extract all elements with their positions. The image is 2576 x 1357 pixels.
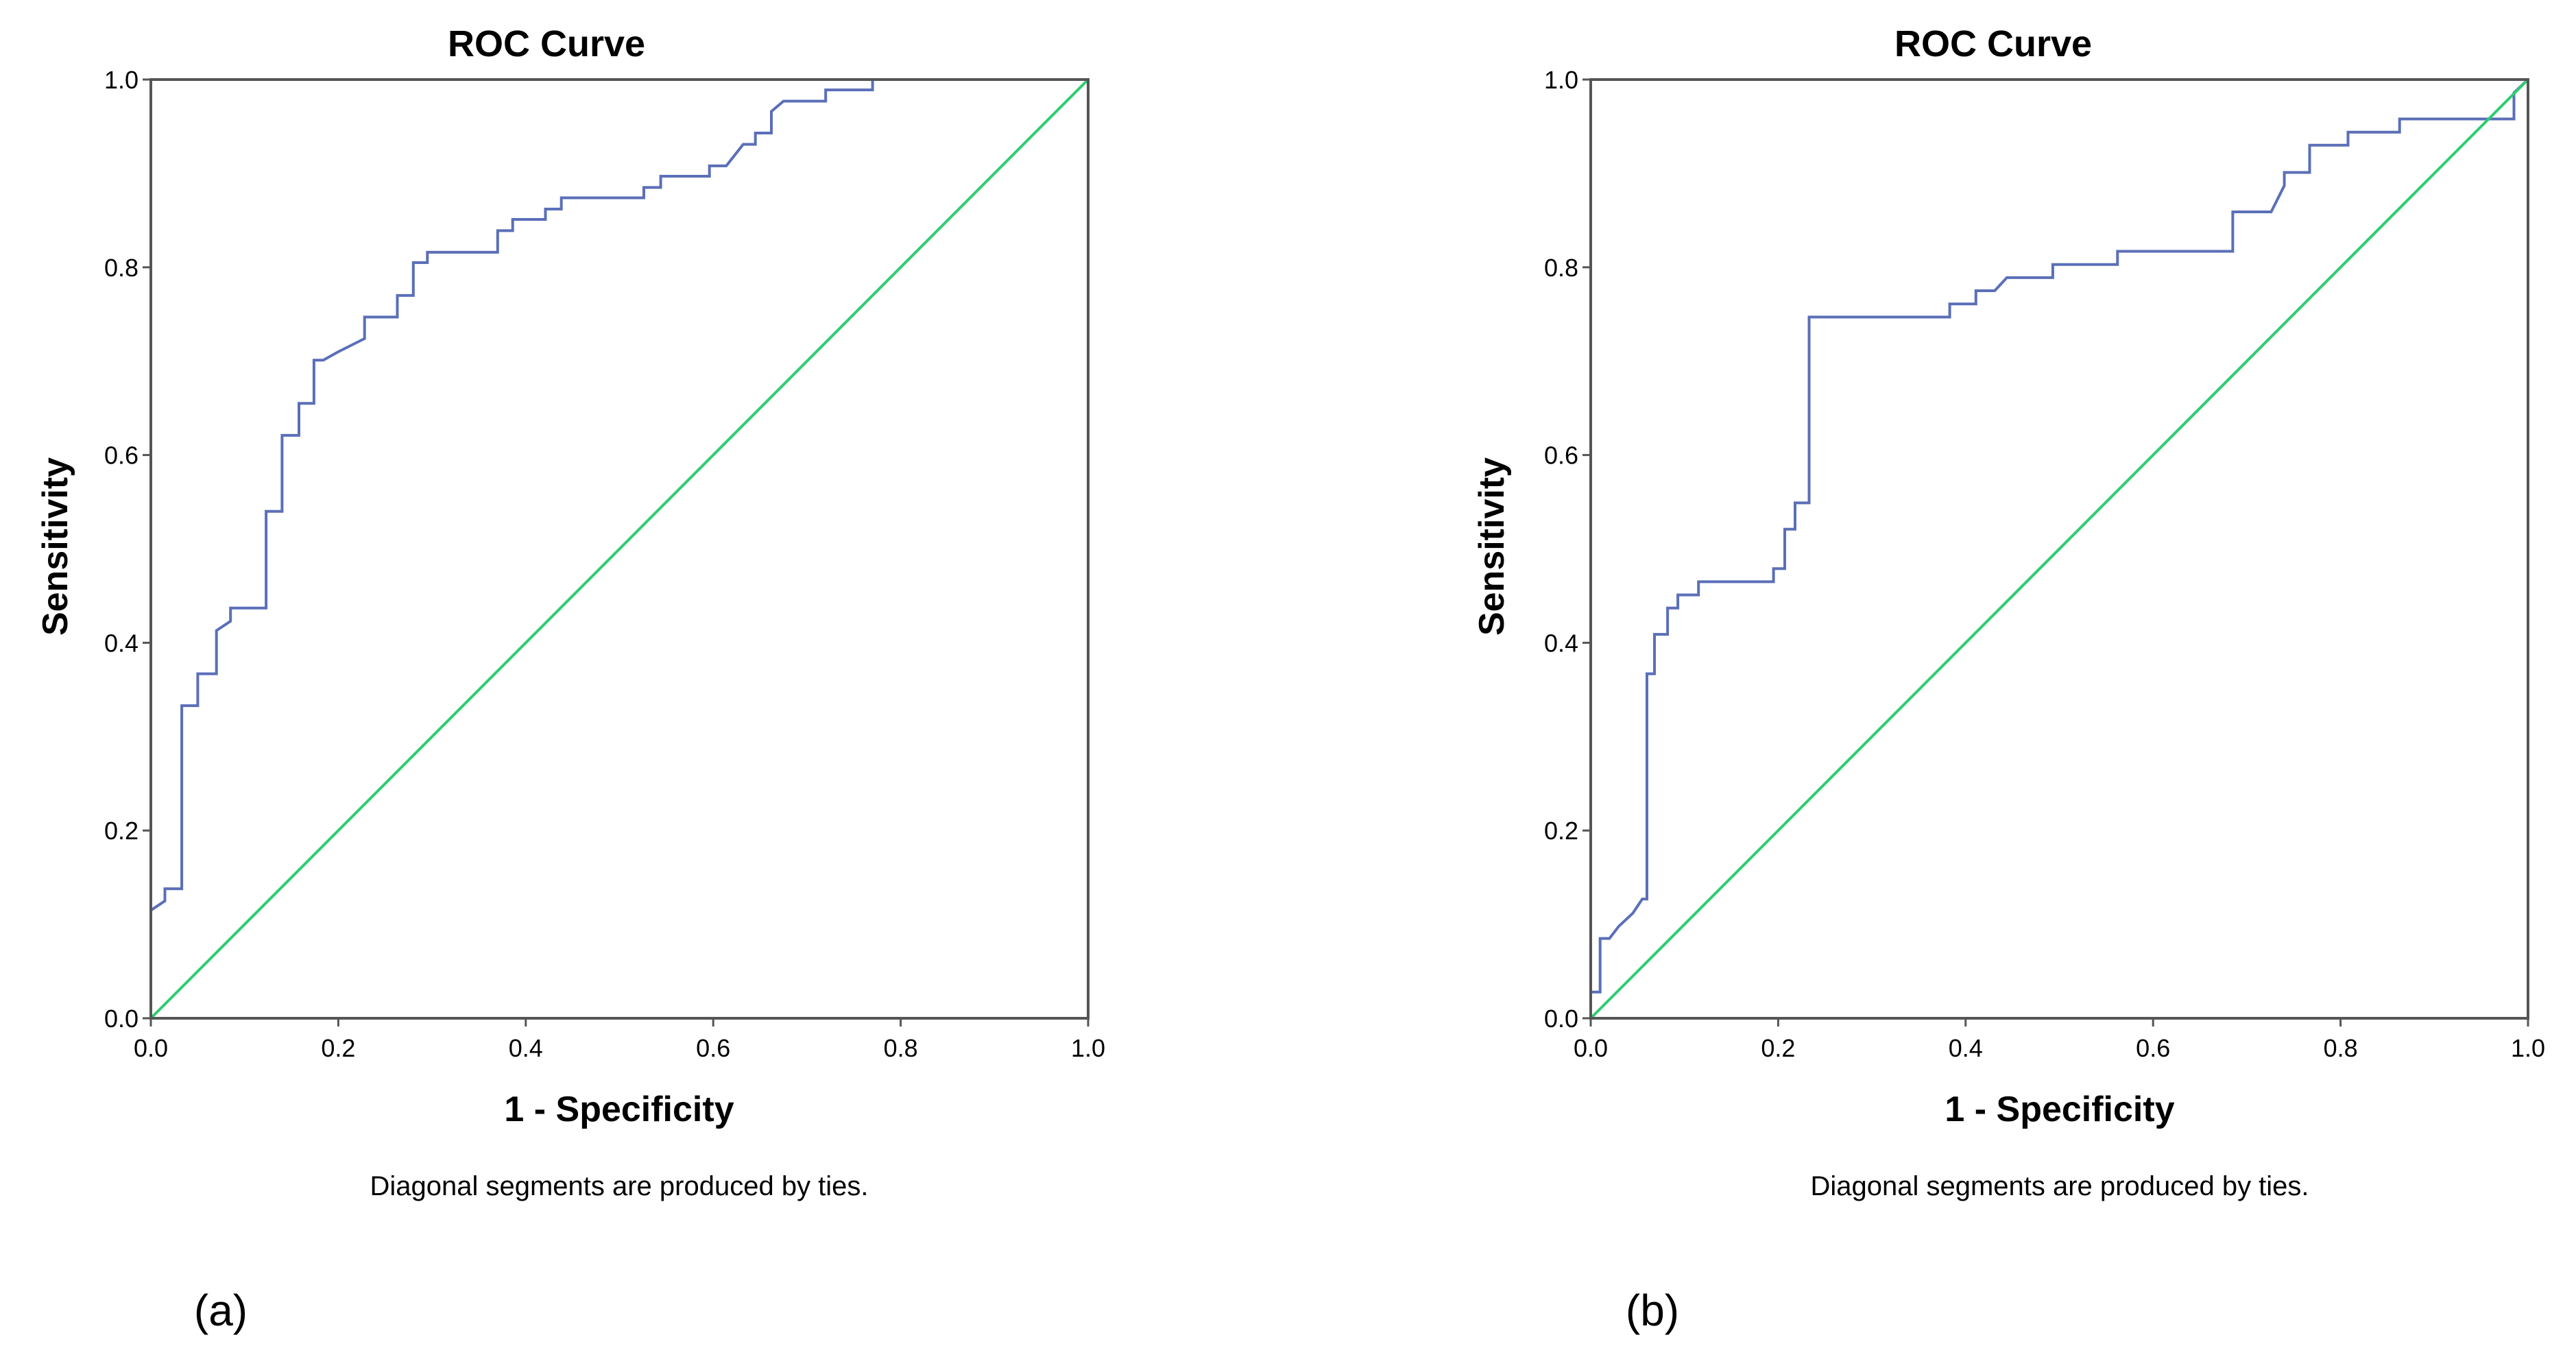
x-tick-label: 0.4 bbox=[509, 1034, 543, 1062]
chart-title: ROC Curve bbox=[1894, 23, 2092, 64]
x-tick-label: 1.0 bbox=[2511, 1034, 2545, 1062]
x-tick-label: 0.0 bbox=[134, 1034, 168, 1062]
reference-diagonal-line bbox=[149, 78, 1090, 1020]
footnote: Diagonal segments are produced by ties. bbox=[1810, 1171, 2309, 1201]
roc-panel-a: ROC Curve Sensitivity 1 - Specificity Di… bbox=[36, 23, 1105, 1335]
y-axis-label: Sensitivity bbox=[1472, 457, 1512, 636]
x-tick-label: 0.0 bbox=[1574, 1034, 1608, 1062]
y-tick-label: 0.0 bbox=[104, 1005, 139, 1033]
y-tick-label: 0.2 bbox=[104, 817, 139, 845]
roc-curve-line bbox=[149, 78, 1088, 1018]
y-tick-label: 0.6 bbox=[1544, 442, 1578, 470]
chart-title: ROC Curve bbox=[448, 23, 645, 64]
footnote: Diagonal segments are produced by ties. bbox=[370, 1171, 868, 1201]
y-tick-label: 0.0 bbox=[1544, 1005, 1578, 1033]
roc-panel-b: ROC Curve Sensitivity 1 - Specificity Di… bbox=[1472, 23, 2545, 1335]
x-tick-label: 1.0 bbox=[1071, 1034, 1105, 1062]
y-tick-label: 1.0 bbox=[1544, 66, 1578, 94]
panel-label: (a) bbox=[194, 1286, 248, 1335]
x-tick-label: 0.8 bbox=[884, 1034, 918, 1062]
x-tick-label: 0.8 bbox=[2324, 1034, 2358, 1062]
y-tick-label: 0.2 bbox=[1544, 817, 1578, 845]
y-tick-label: 0.8 bbox=[104, 254, 139, 282]
y-tick-label: 0.4 bbox=[104, 629, 139, 657]
plot-frame bbox=[149, 78, 1090, 1020]
x-tick-label: 0.6 bbox=[2136, 1034, 2170, 1062]
x-axis-label: 1 - Specificity bbox=[1945, 1090, 2174, 1129]
y-tick-label: 0.8 bbox=[1544, 254, 1578, 282]
x-tick-label: 0.2 bbox=[1761, 1034, 1795, 1062]
x-axis-label: 1 - Specificity bbox=[504, 1090, 734, 1129]
x-tick-label: 0.2 bbox=[321, 1034, 355, 1062]
y-tick-label: 1.0 bbox=[104, 66, 139, 94]
plot-frame bbox=[1589, 78, 2529, 1020]
reference-diagonal-line bbox=[1589, 78, 2529, 1020]
roc-curve-line bbox=[1589, 78, 2529, 1018]
panel-label: (b) bbox=[1626, 1286, 1679, 1335]
x-tick-label: 0.4 bbox=[1949, 1034, 1983, 1062]
y-axis-label: Sensitivity bbox=[36, 457, 75, 636]
x-tick-label: 0.6 bbox=[696, 1034, 730, 1062]
y-tick-label: 0.4 bbox=[1544, 629, 1578, 657]
y-tick-label: 0.6 bbox=[104, 442, 139, 470]
